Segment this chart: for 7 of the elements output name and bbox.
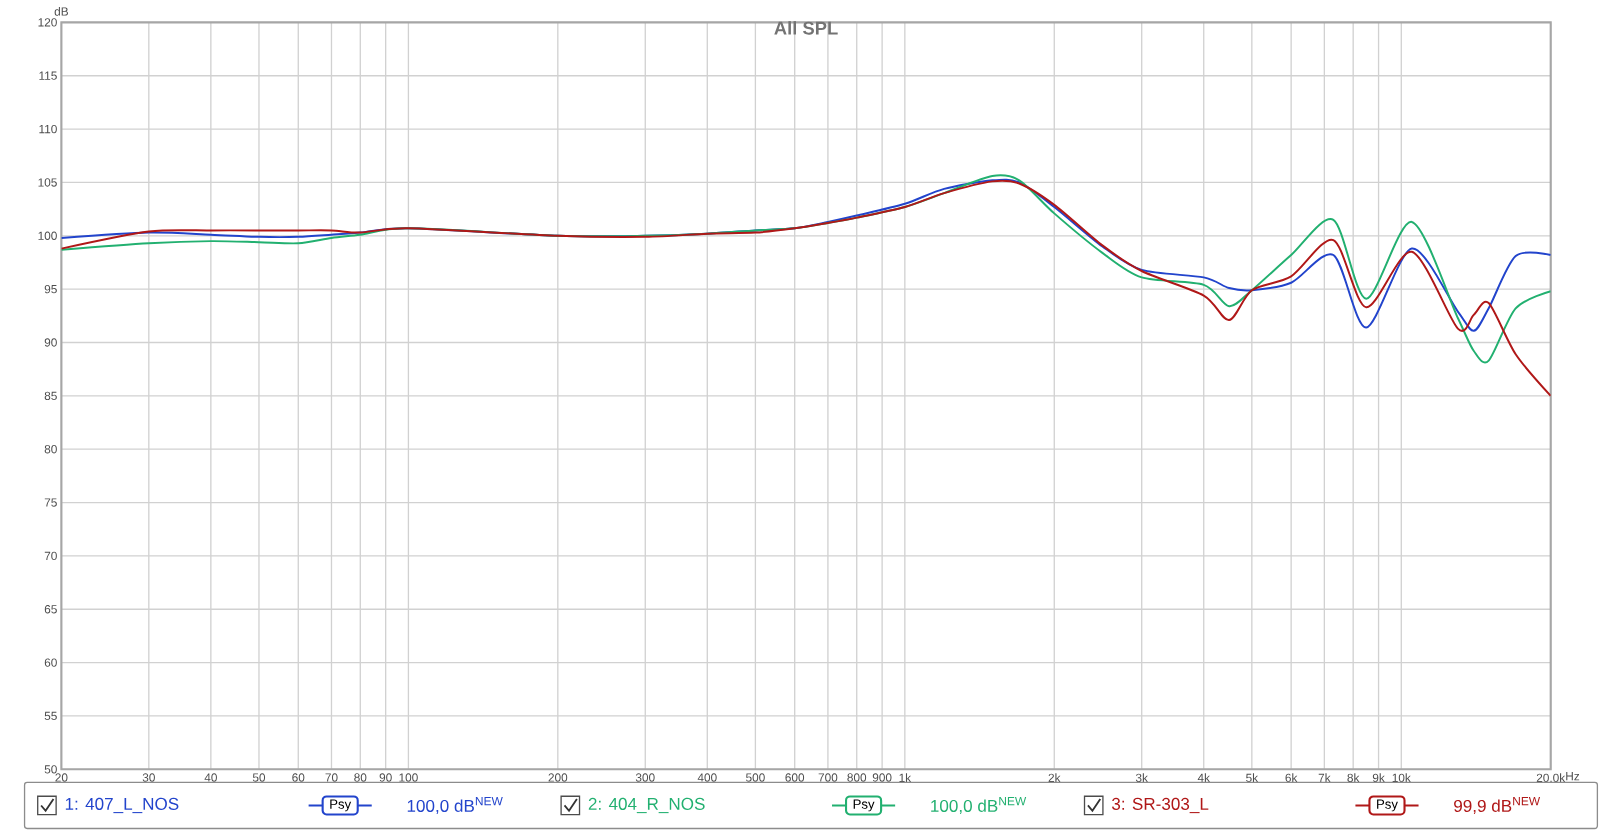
text: 100,0 dB$^{NEW}$ <box>931 796 1027 814</box>
text: 3: SR-303_L <box>1112 797 1209 813</box>
chart-title: All SPL <box>774 20 838 35</box>
text: 2: 404_R_NOS <box>588 797 705 813</box>
text: 1: 407_L_NOS <box>65 797 179 813</box>
text: 99,9 dB$^{NEW}$ <box>1454 796 1541 814</box>
text: 100,0 dB$^{NEW}$ <box>407 796 503 814</box>
